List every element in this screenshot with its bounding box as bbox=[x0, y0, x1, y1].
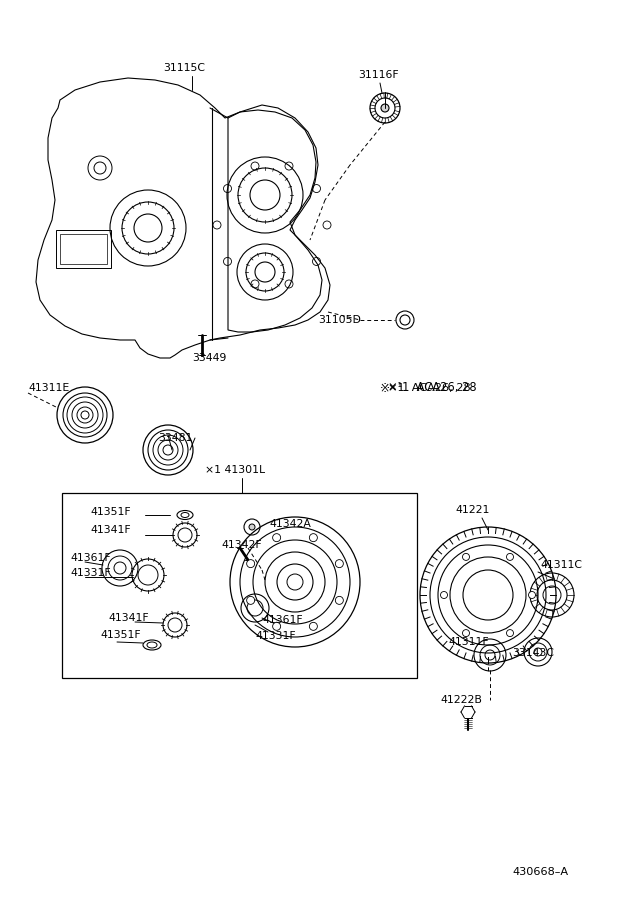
Text: 41351F: 41351F bbox=[90, 507, 131, 517]
Text: 430668–A: 430668–A bbox=[512, 867, 568, 877]
Text: 41342F: 41342F bbox=[221, 540, 262, 550]
Text: 41311C: 41311C bbox=[540, 560, 582, 570]
Text: 41331F: 41331F bbox=[255, 631, 296, 641]
Circle shape bbox=[463, 630, 469, 636]
Text: 41331F: 41331F bbox=[70, 568, 110, 578]
Text: 41222B: 41222B bbox=[440, 695, 482, 705]
Text: 41361F: 41361F bbox=[262, 615, 303, 625]
Text: 33449: 33449 bbox=[192, 353, 226, 363]
Bar bbox=[62, 493, 417, 678]
Text: 41361F: 41361F bbox=[70, 553, 110, 563]
Text: 33481: 33481 bbox=[158, 433, 192, 443]
Circle shape bbox=[507, 554, 513, 561]
Text: 31116F: 31116F bbox=[358, 70, 399, 80]
Text: 41341F: 41341F bbox=[90, 525, 131, 535]
Circle shape bbox=[247, 560, 255, 568]
Text: ※: ※ bbox=[380, 382, 390, 394]
Circle shape bbox=[273, 622, 281, 630]
Text: 41311E: 41311E bbox=[28, 383, 69, 393]
Circle shape bbox=[381, 104, 389, 112]
Text: ✕¹1  ACA26, 28: ✕¹1 ACA26, 28 bbox=[388, 382, 477, 394]
Circle shape bbox=[309, 534, 317, 542]
Circle shape bbox=[463, 554, 469, 561]
Circle shape bbox=[273, 534, 281, 542]
Text: ×1 41301L: ×1 41301L bbox=[205, 465, 265, 475]
Text: ×1  ACA26, 28: ×1 ACA26, 28 bbox=[388, 383, 471, 393]
Circle shape bbox=[507, 630, 513, 636]
Text: 33143C: 33143C bbox=[512, 648, 554, 658]
Text: 31115C: 31115C bbox=[163, 63, 205, 73]
Circle shape bbox=[247, 597, 255, 605]
Circle shape bbox=[440, 591, 448, 599]
Bar bbox=[56, 230, 111, 268]
Circle shape bbox=[335, 597, 343, 605]
Text: 41341F: 41341F bbox=[108, 613, 149, 623]
Text: 41342A: 41342A bbox=[269, 519, 311, 529]
Circle shape bbox=[528, 591, 536, 599]
Bar bbox=[60, 234, 107, 264]
Text: 31105D: 31105D bbox=[318, 315, 361, 325]
Circle shape bbox=[249, 524, 255, 530]
Circle shape bbox=[335, 560, 343, 568]
Text: 41311F: 41311F bbox=[448, 637, 489, 647]
Text: 41351F: 41351F bbox=[100, 630, 141, 640]
Text: 41221: 41221 bbox=[455, 505, 489, 515]
Circle shape bbox=[309, 622, 317, 630]
